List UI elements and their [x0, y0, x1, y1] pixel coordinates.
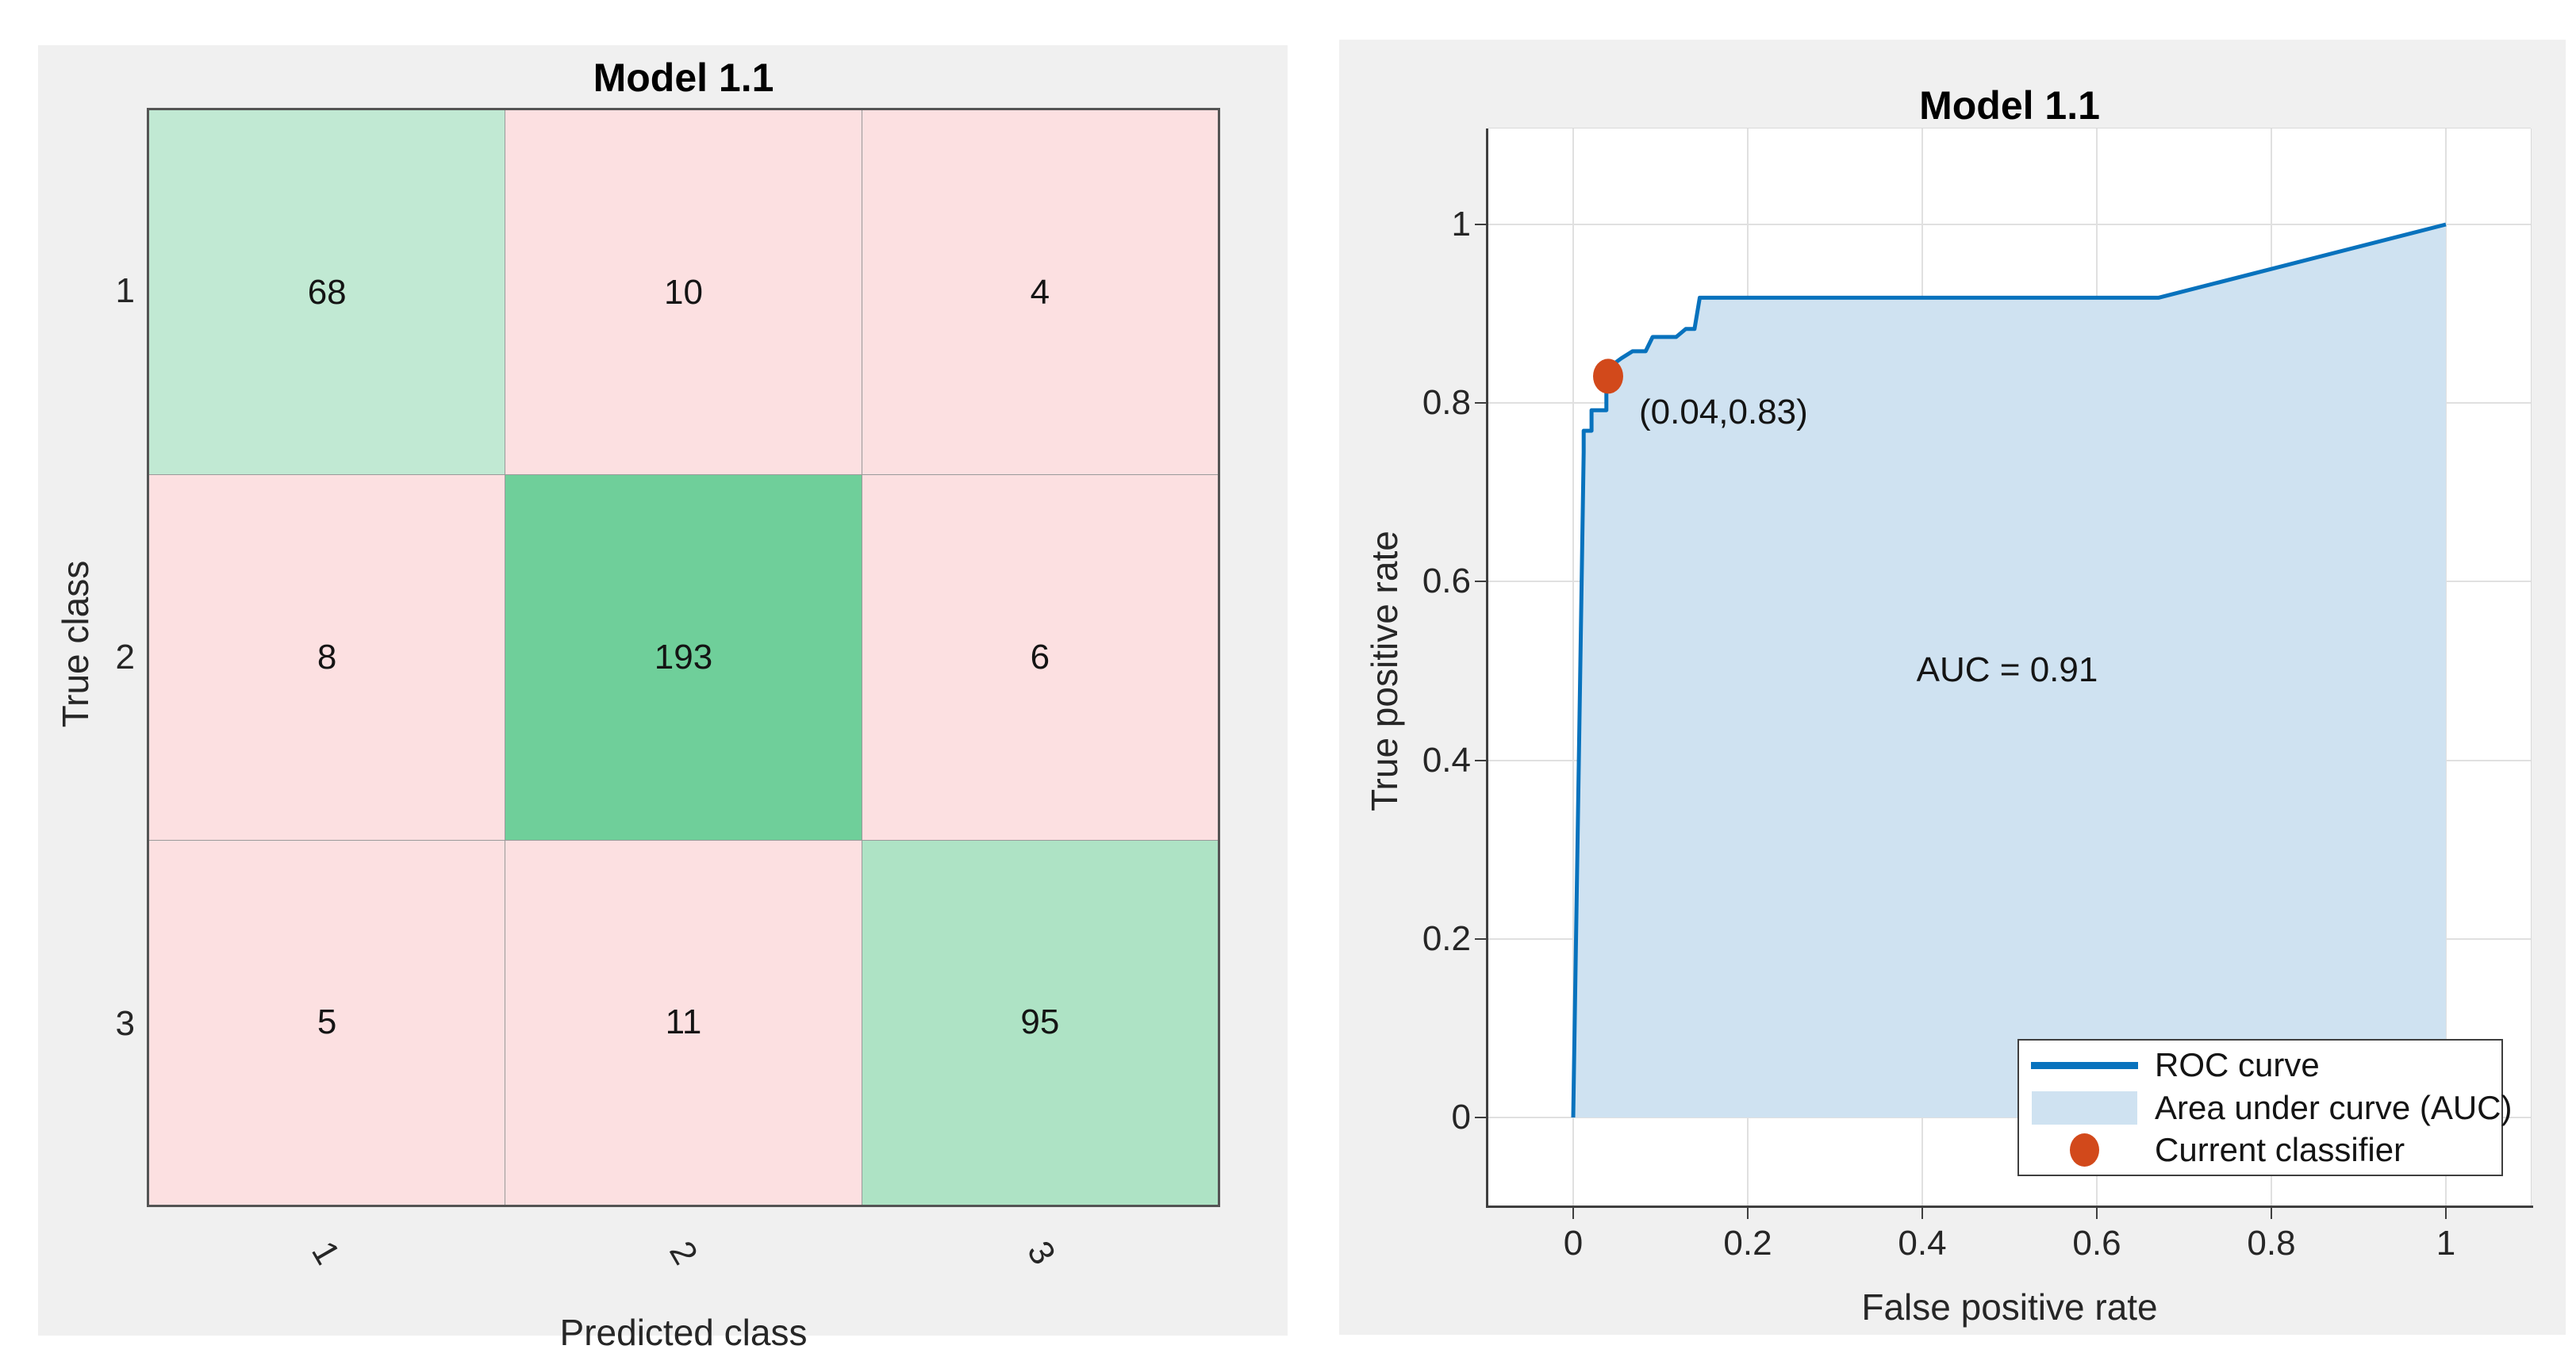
confusion-matrix-title: Model 1.1 — [593, 56, 774, 100]
y-tick-label-0: 0 — [1451, 1098, 1471, 1137]
confusion-cell-r1c2: 10 — [505, 110, 862, 475]
auc-fill-area — [1573, 224, 2446, 1117]
confusion-cell-r3c2: 11 — [505, 840, 862, 1205]
y-tick-mark-0.8 — [1475, 402, 1486, 404]
roc-title: Model 1.1 — [1919, 83, 2100, 128]
x-tick-mark-0.4 — [1921, 1208, 1923, 1219]
confusion-matrix-grid: 68 10 4 8 193 6 5 11 95 — [147, 108, 1220, 1207]
y-axis-label-true-class: True class — [55, 560, 96, 728]
x-tick-label-1: 1 — [2436, 1224, 2456, 1263]
roc-curve-graphic — [1571, 222, 2447, 1118]
predicted-class-tick-1: 1 — [304, 1234, 347, 1271]
legend-patch-swatch — [2032, 1091, 2137, 1125]
gridline-y-1 — [1488, 224, 2531, 225]
true-class-tick-2: 2 — [115, 638, 135, 677]
legend-label: ROC curve — [2155, 1046, 2320, 1084]
legend-item-3: Current classifier — [2019, 1129, 2501, 1171]
y-tick-label-0.6: 0.6 — [1422, 562, 1471, 601]
x-tick-mark-0 — [1572, 1208, 1574, 1219]
y-tick-label-0.2: 0.2 — [1422, 918, 1471, 958]
x-tick-label-0.8: 0.8 — [2247, 1224, 2296, 1263]
confusion-cell-r2c2: 193 — [505, 475, 862, 840]
x-tick-label-0.4: 0.4 — [1898, 1224, 1947, 1263]
x-axis-label-fpr: False positive rate — [1861, 1286, 2158, 1328]
x-axis-label-predicted-class: Predicted class — [559, 1312, 808, 1353]
gridline-x-0 — [1572, 128, 1574, 1206]
roc-legend: ROC curve Area under curve (AUC) Current c… — [2017, 1039, 2513, 1176]
true-class-tick-1: 1 — [115, 271, 135, 310]
x-tick-label-0.6: 0.6 — [2072, 1224, 2121, 1263]
y-tick-mark-0.4 — [1475, 759, 1486, 761]
confusion-cell-r3c1: 5 — [149, 840, 505, 1205]
x-tick-mark-0.2 — [1747, 1208, 1749, 1219]
y-tick-mark-1 — [1475, 224, 1486, 225]
roc-curve-line — [1571, 222, 2447, 1118]
x-tick-mark-0.8 — [2271, 1208, 2272, 1219]
y-axis-spine — [1486, 128, 1488, 1208]
x-tick-mark-1 — [2445, 1208, 2447, 1219]
x-tick-label-0.2: 0.2 — [1723, 1224, 1772, 1263]
x-tick-mark-0.6 — [2096, 1208, 2098, 1219]
classifier-point-annotation: (0.04,0.83) — [1639, 393, 1808, 431]
y-tick-mark-0.6 — [1475, 581, 1486, 583]
legend-label: Area under curve (AUC) — [2155, 1088, 2513, 1126]
x-axis-spine — [1486, 1206, 2533, 1208]
y-tick-label-0.8: 0.8 — [1422, 383, 1471, 423]
legend-swatch-area — [2019, 1061, 2150, 1069]
true-class-tick-3: 3 — [115, 1004, 135, 1043]
y-tick-mark-0.2 — [1475, 937, 1486, 940]
legend-swatch-area — [2019, 1133, 2150, 1167]
roc-curve-panel: Model 1.1 0 0.2 0.4 0.6 0.8 1 0 0.2 0.4 0.6 0.8 1 T… — [1339, 40, 2566, 1335]
legend-item-2: Area under curve (AUC) — [2019, 1087, 2513, 1129]
legend-line-swatch — [2031, 1061, 2138, 1069]
confusion-cell-r2c1: 8 — [149, 475, 505, 840]
legend-label: Current classifier — [2155, 1130, 2405, 1168]
roc-plot-area — [1488, 128, 2531, 1206]
y-tick-label-0.4: 0.4 — [1422, 740, 1471, 780]
confusion-cell-r2c3: 6 — [862, 475, 1218, 840]
confusion-cell-r3c3: 95 — [862, 840, 1218, 1205]
legend-swatch-area — [2019, 1091, 2150, 1125]
confusion-cell-r1c3: 4 — [862, 110, 1218, 475]
y-tick-label-1: 1 — [1451, 205, 1471, 243]
auc-annotation: AUC = 0.91 — [1916, 650, 2098, 689]
confusion-matrix-panel: Model 1.1 68 10 4 8 193 6 5 11 95 1 2 3 1 2 3 True c… — [38, 45, 1288, 1352]
x-tick-label-0: 0 — [1563, 1224, 1584, 1263]
y-tick-mark-0 — [1475, 1117, 1486, 1118]
legend-dot-swatch — [2070, 1133, 2099, 1167]
predicted-class-tick-2: 2 — [662, 1234, 705, 1271]
confusion-cell-r1c1: 68 — [149, 110, 505, 475]
current-classifier-marker — [1593, 358, 1623, 394]
legend-item-1: ROC curve — [2019, 1045, 2501, 1086]
predicted-class-tick-3: 3 — [1019, 1234, 1063, 1271]
right-spine — [2531, 128, 2532, 1206]
y-axis-label-tpr: True positive rate — [1364, 531, 1405, 811]
